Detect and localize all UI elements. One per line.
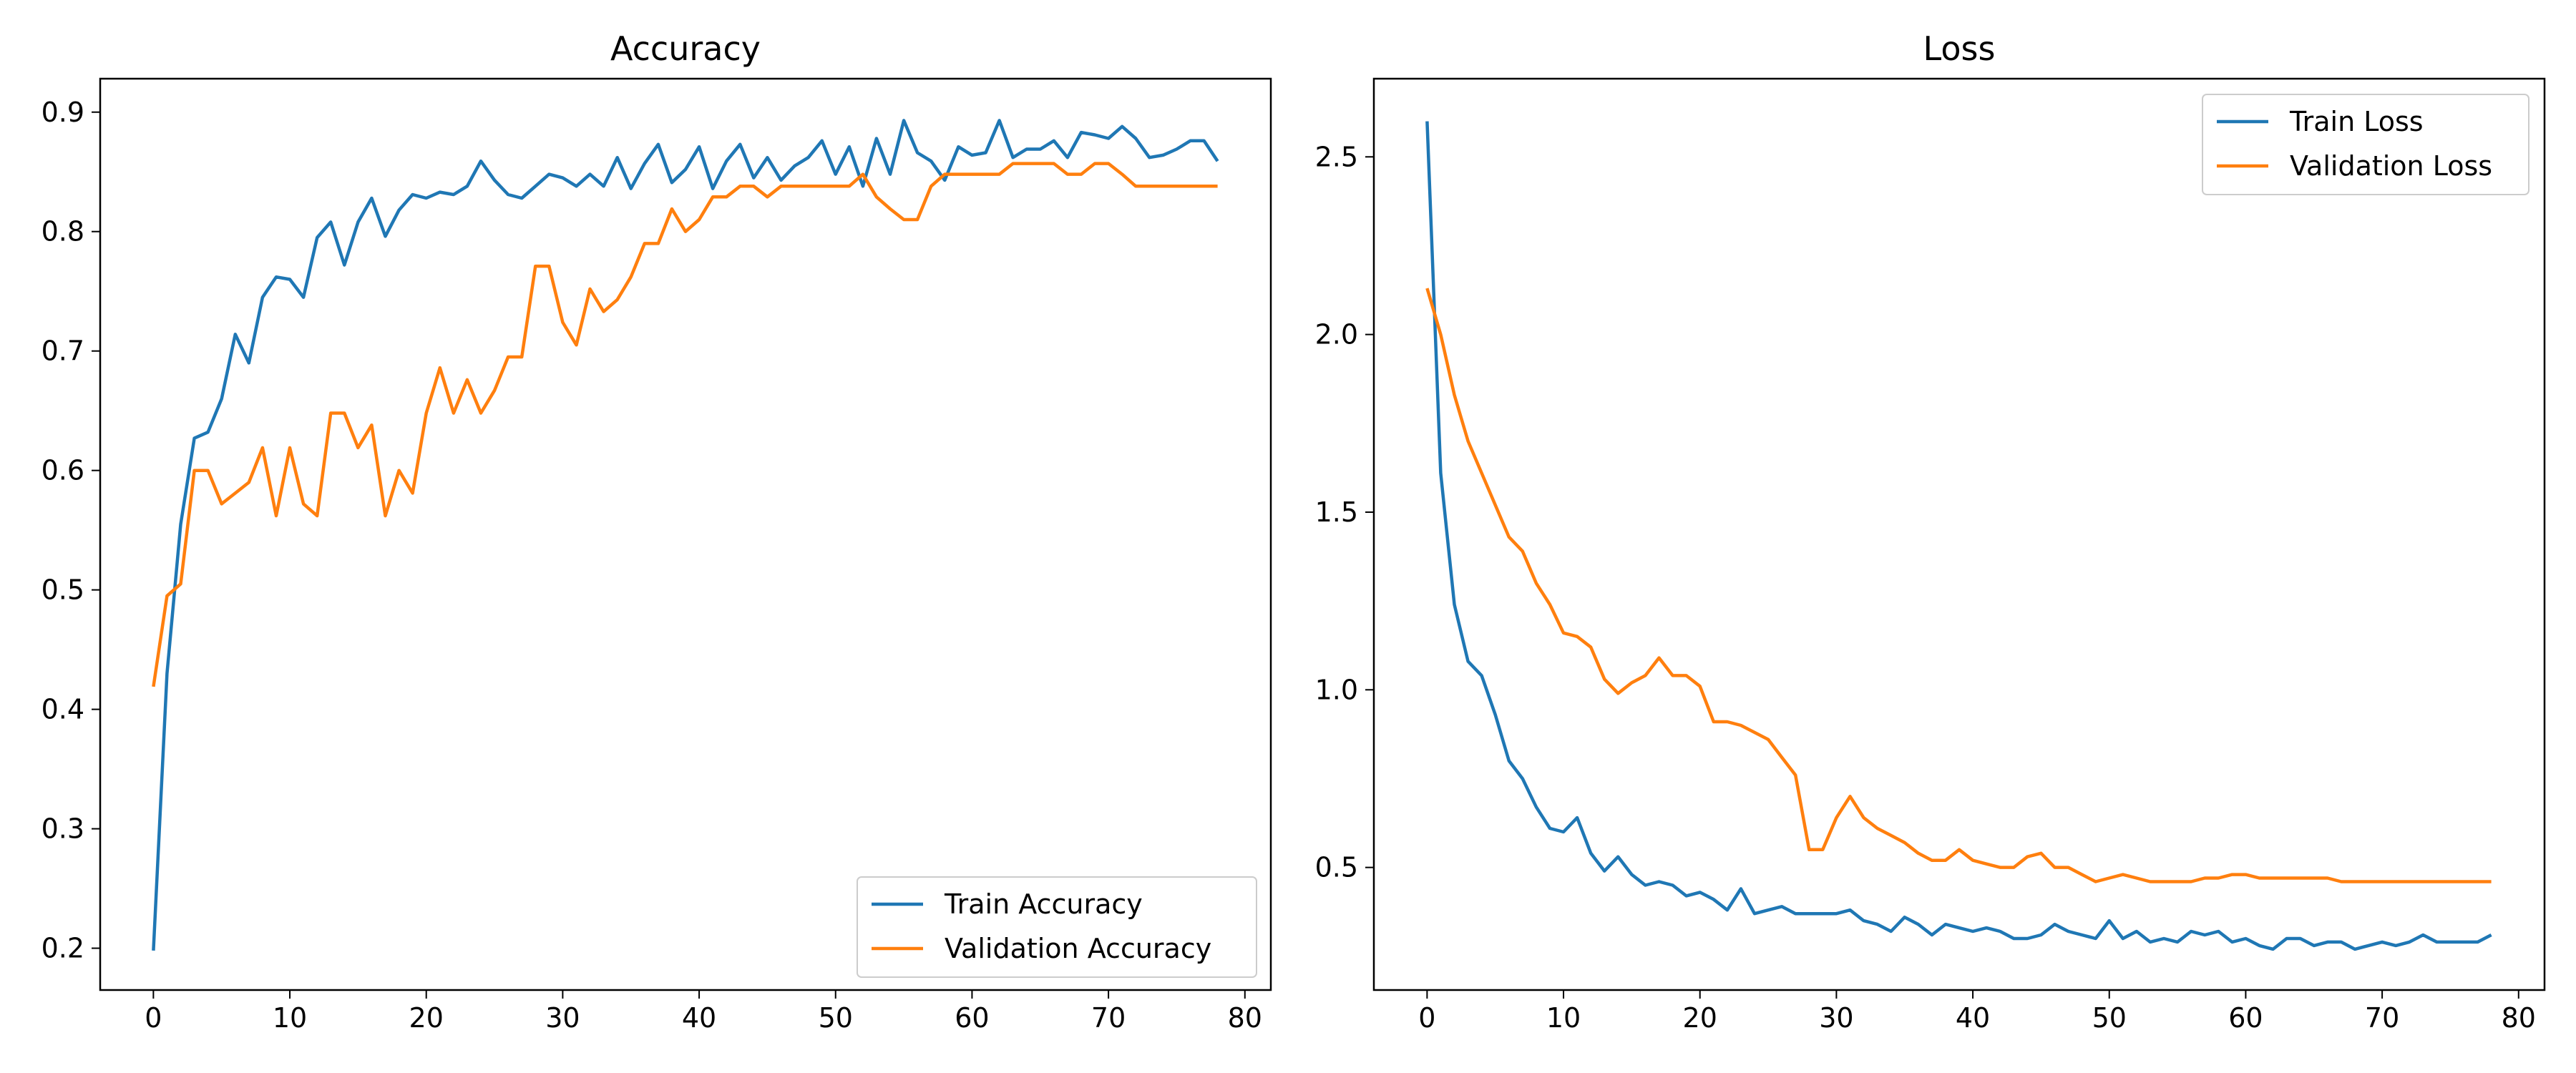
loss-ytick-label: 2.0: [1315, 319, 1358, 351]
accuracy-legend: Train Accuracy Validation Accuracy: [857, 876, 1257, 978]
loss-xtick-label: 80: [2502, 1002, 2536, 1034]
loss-ytick-label: 0.5: [1315, 852, 1358, 883]
accuracy-plot-frame: [99, 77, 1272, 991]
loss-xtick-label: 60: [2228, 1002, 2263, 1034]
accuracy-ytick-label: 0.6: [42, 455, 84, 486]
train-loss-legend-label: Train Loss: [2289, 106, 2424, 137]
loss-xtick-label: 40: [1956, 1002, 1990, 1034]
loss-plot-frame: [1372, 77, 2546, 991]
loss-legend-box: [2202, 94, 2529, 195]
accuracy-ytick-label: 0.3: [42, 813, 84, 845]
loss-xtick-label: 0: [1418, 1002, 1435, 1034]
accuracy-legend-box: [857, 876, 1257, 978]
loss-xtick-label: 50: [2092, 1002, 2127, 1034]
validation-accuracy-line: [152, 162, 1218, 687]
loss-ytick-label: 1.5: [1315, 496, 1358, 528]
accuracy-ytick-label: 0.4: [42, 694, 84, 725]
accuracy-xtick-label: 20: [409, 1002, 444, 1034]
validation-loss-legend-label: Validation Loss: [2290, 150, 2492, 182]
loss-tick-layer: 0 10 20 30 40 50 60 70 80 0.5 1.0 1.5 2.0 2.5: [1315, 141, 2536, 1034]
loss-series-layer: [1425, 121, 2492, 951]
accuracy-tick-layer: 0 10 20 30 40 50 60 70 80 0.2 0.3 0.4 0.5 0.6 0.7 0.8 0.…: [42, 97, 1262, 1034]
accuracy-xtick-label: 50: [819, 1002, 853, 1034]
loss-title: Loss: [1923, 29, 1996, 68]
loss-xtick-label: 20: [1683, 1002, 1717, 1034]
accuracy-xtick-label: 0: [145, 1002, 162, 1034]
accuracy-xtick-label: 30: [545, 1002, 580, 1034]
accuracy-title: Accuracy: [610, 29, 761, 68]
loss-xtick-label: 10: [1546, 1002, 1581, 1034]
accuracy-xtick-label: 60: [955, 1002, 989, 1034]
accuracy-ytick-label: 0.2: [42, 933, 84, 964]
accuracy-xtick-label: 10: [273, 1002, 307, 1034]
accuracy-xtick-label: 70: [1091, 1002, 1126, 1034]
loss-ytick-label: 1.0: [1315, 674, 1358, 705]
loss-legend: Train Loss Validation Loss: [2202, 94, 2529, 195]
loss-xtick-label: 70: [2365, 1002, 2399, 1034]
accuracy-xtick-label: 80: [1228, 1002, 1262, 1034]
train-loss-line: [1425, 121, 2492, 951]
validation-accuracy-legend-label: Validation Accuracy: [945, 933, 1211, 964]
loss-panel: Loss 0 10 20 30 40 50 60 70 80 0.5 1.0 1.5 2.0 2.5 Tr…: [1315, 29, 2546, 1034]
accuracy-panel: Accuracy 0 10 20 30 40 50 60 70 80 0.2 0.3 0.4 0.5 0.…: [42, 29, 1272, 1034]
accuracy-ytick-label: 0.7: [42, 335, 84, 367]
accuracy-ytick-label: 0.5: [42, 574, 84, 606]
accuracy-series-layer: [152, 119, 1219, 951]
accuracy-ytick-label: 0.9: [42, 97, 84, 128]
accuracy-ytick-label: 0.8: [42, 216, 84, 248]
train-accuracy-legend-label: Train Accuracy: [944, 888, 1143, 920]
loss-xtick-label: 30: [1819, 1002, 1853, 1034]
train-accuracy-line: [152, 119, 1219, 951]
validation-loss-line: [1425, 288, 2492, 883]
loss-ytick-label: 2.5: [1315, 141, 1358, 172]
accuracy-xtick-label: 40: [682, 1002, 716, 1034]
